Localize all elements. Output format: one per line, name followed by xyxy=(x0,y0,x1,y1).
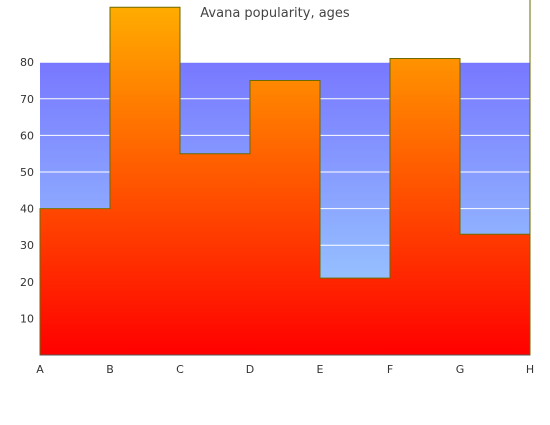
x-tick-label: C xyxy=(176,363,184,376)
x-tick-label: B xyxy=(106,363,114,376)
x-tick-label: H xyxy=(526,363,534,376)
x-tick-label: G xyxy=(456,363,465,376)
y-tick-label: 80 xyxy=(20,56,34,69)
x-tick-label: F xyxy=(387,363,393,376)
y-tick-label: 70 xyxy=(20,93,34,106)
y-tick-label: 40 xyxy=(20,203,34,216)
chart-title: Avana popularity, ages xyxy=(200,6,350,21)
x-tick-label: D xyxy=(246,363,254,376)
y-tick-label: 50 xyxy=(20,166,34,179)
y-tick-label: 30 xyxy=(20,239,34,252)
x-tick-label: A xyxy=(36,363,44,376)
x-tick-label: E xyxy=(317,363,324,376)
y-tick-labels: 10 20 30 40 50 60 70 80 xyxy=(20,56,34,325)
y-tick-label: 60 xyxy=(20,129,34,142)
area-series xyxy=(39,0,531,356)
x-tick-labels: A B C D E F G H xyxy=(36,363,534,376)
y-tick-label: 20 xyxy=(20,276,34,289)
y-tick-label: 10 xyxy=(20,312,34,325)
